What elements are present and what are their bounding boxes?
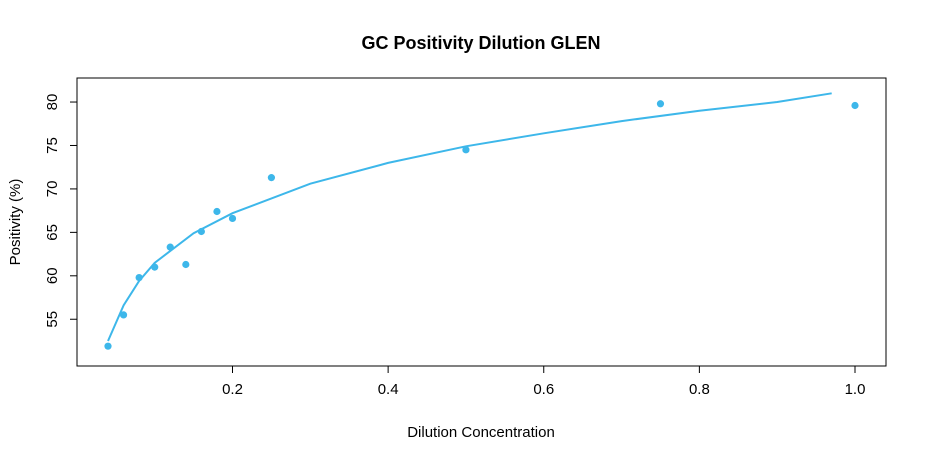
- data-point: [462, 146, 470, 154]
- data-point: [135, 273, 143, 282]
- data-points: [104, 100, 859, 350]
- y-tick-label: 70: [44, 181, 61, 198]
- y-tick-label: 75: [44, 137, 61, 154]
- trend-line: [107, 92, 832, 342]
- y-axis-label: Positivity (%): [7, 179, 24, 266]
- x-axis-label: Dilution Concentration: [407, 424, 555, 441]
- data-point: [182, 260, 190, 269]
- data-point: [151, 263, 159, 271]
- data-point: [228, 214, 237, 223]
- data-point: [267, 174, 276, 182]
- x-tick-label: 1.0: [845, 381, 866, 398]
- data-point: [104, 342, 112, 350]
- x-tick-label: 0.6: [533, 381, 554, 398]
- data-point: [166, 243, 174, 251]
- data-point: [119, 311, 128, 319]
- data-point: [656, 100, 665, 108]
- plot-frame: [76, 77, 887, 367]
- x-tick-label: 0.8: [689, 381, 710, 398]
- data-point: [213, 207, 221, 216]
- x-tick-label: 0.4: [378, 381, 399, 398]
- y-tick-label: 60: [44, 267, 61, 284]
- y-axis: 55 60 65 70 75 80: [44, 94, 78, 328]
- x-tick-label: 0.2: [222, 381, 243, 398]
- y-tick-label: 55: [44, 311, 61, 328]
- y-tick-label: 65: [44, 224, 61, 241]
- data-point: [851, 101, 859, 110]
- data-point: [197, 227, 205, 236]
- x-axis: 0.2 0.4 0.6 0.8 1.0: [222, 365, 866, 398]
- y-tick-label: 80: [44, 94, 61, 111]
- chart-title: GC Positivity Dilution GLEN: [361, 33, 600, 53]
